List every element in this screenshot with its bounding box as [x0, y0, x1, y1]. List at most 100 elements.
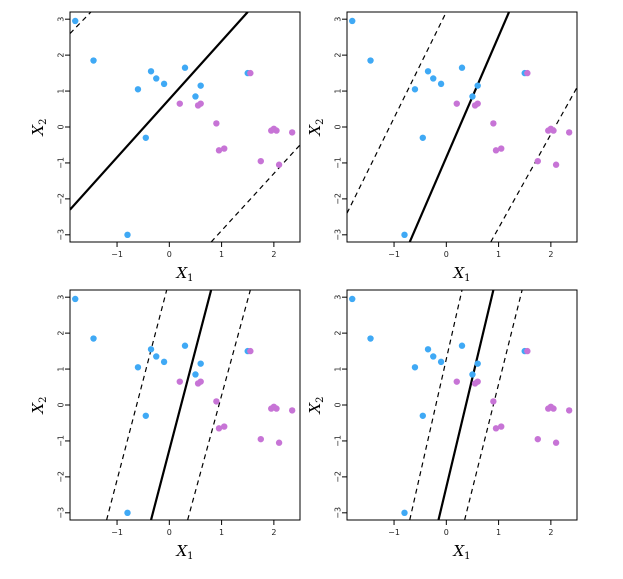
- y-tick-label: −1: [57, 435, 66, 447]
- y-tick-label: 3: [334, 295, 343, 300]
- point-class-a: [181, 342, 189, 349]
- plot-frame: [346, 11, 578, 243]
- y-tick-label: −2: [334, 471, 343, 483]
- y-tick-label: 0: [334, 402, 343, 407]
- point-class-b: [288, 407, 296, 414]
- panel-1: −1 0 1 2 −3 −2 −1 0 1 2 3 X1 X2: [29, 11, 301, 284]
- point-class-a: [469, 93, 476, 100]
- y-tick-label: 3: [334, 17, 343, 22]
- point-class-b: [565, 129, 573, 136]
- point-class-a: [401, 231, 408, 239]
- point-class-b: [257, 435, 264, 443]
- point-class-a: [124, 509, 131, 517]
- point-class-b: [474, 100, 481, 107]
- x-tick-label: 0: [444, 528, 449, 537]
- point-class-a: [411, 364, 419, 371]
- panel-4: −1 0 1 2 −3 −2 −1 0 1 2 3 X1 X2: [306, 289, 578, 562]
- point-class-a: [419, 412, 426, 419]
- separating-line: [408, 12, 511, 242]
- point-class-a: [419, 134, 426, 141]
- point-class-a: [153, 75, 160, 82]
- boundary-lines: [70, 12, 300, 242]
- point-class-b: [215, 425, 223, 432]
- y-tick-label: −1: [57, 157, 66, 169]
- point-class-a: [367, 335, 374, 342]
- y-tick-label: 0: [334, 124, 343, 129]
- point-class-a: [72, 295, 79, 303]
- separating-line: [70, 12, 249, 211]
- panel-3: −1 0 1 2 −3 −2 −1 0 1 2 3 X1 X2: [29, 289, 301, 562]
- point-class-a: [160, 80, 168, 88]
- y-tick-label: 1: [334, 89, 343, 94]
- point-class-b: [176, 100, 183, 107]
- x-tick-label: −1: [388, 250, 400, 259]
- point-class-b: [552, 161, 560, 168]
- y-tick-label: −3: [334, 507, 343, 519]
- point-class-a: [349, 295, 356, 303]
- boundary-lines: [347, 12, 577, 242]
- y-tick-label: −2: [57, 193, 66, 205]
- point-class-b: [197, 378, 204, 385]
- y-axis-label: X2: [29, 396, 49, 414]
- y-tick-label: 1: [57, 89, 66, 94]
- point-class-b: [213, 120, 220, 127]
- point-class-a: [134, 86, 142, 93]
- point-class-b: [474, 378, 481, 385]
- point-class-b: [490, 398, 497, 405]
- x-tick-label: 2: [548, 250, 553, 259]
- y-tick-label: 3: [57, 17, 66, 22]
- x-tick-label: −1: [388, 528, 400, 537]
- y-tick-label: 2: [57, 53, 66, 58]
- y-axis-label: X2: [29, 118, 49, 136]
- x-tick-label: −1: [111, 250, 123, 259]
- point-class-b: [273, 405, 280, 412]
- point-class-a: [197, 360, 204, 367]
- y-tick-label: 1: [57, 367, 66, 372]
- point-class-a: [142, 134, 149, 141]
- boundary-lines: [409, 290, 523, 520]
- point-class-b: [257, 157, 264, 165]
- point-class-a: [147, 346, 155, 353]
- y-axis-label: X2: [306, 118, 326, 136]
- x-tick-label: 0: [167, 528, 172, 537]
- y-tick-label: 0: [57, 402, 66, 407]
- point-class-b: [453, 378, 460, 385]
- point-class-b: [498, 145, 505, 152]
- point-class-b: [247, 347, 254, 355]
- point-class-a: [197, 82, 204, 89]
- point-class-a: [430, 75, 437, 82]
- y-tick-label: 1: [334, 367, 343, 372]
- point-class-a: [72, 17, 79, 25]
- boundary-lines: [106, 290, 251, 520]
- separating-line: [437, 290, 495, 520]
- point-class-b: [550, 405, 557, 412]
- point-class-a: [474, 360, 481, 367]
- point-class-b: [524, 69, 531, 77]
- panel-2: −1 0 1 2 −3 −2 −1 0 1 2 3 X1 X2: [306, 11, 578, 284]
- point-class-a: [430, 353, 437, 360]
- point-class-b: [221, 145, 228, 152]
- margin-line: [210, 144, 300, 242]
- separating-line: [149, 290, 213, 520]
- plot-frame: [346, 289, 578, 521]
- margin-line: [187, 290, 251, 520]
- margin-line: [347, 12, 447, 214]
- point-class-a: [424, 346, 432, 353]
- point-class-b: [490, 120, 497, 127]
- point-class-b: [288, 129, 296, 136]
- x-tick-label: 2: [271, 528, 276, 537]
- point-class-b: [453, 100, 460, 107]
- x-tick-label: −1: [111, 528, 123, 537]
- point-class-b: [550, 127, 557, 134]
- y-tick-label: −1: [334, 157, 343, 169]
- x-axis-label: X1: [175, 542, 193, 562]
- y-tick-label: −3: [334, 229, 343, 241]
- y-tick-label: −3: [57, 229, 66, 241]
- y-tick-label: 2: [57, 331, 66, 336]
- point-class-a: [474, 82, 481, 89]
- point-class-b: [492, 425, 500, 432]
- x-tick-label: 1: [496, 250, 501, 259]
- point-class-a: [437, 358, 445, 366]
- x-tick-label: 1: [219, 528, 224, 537]
- point-class-a: [90, 57, 97, 64]
